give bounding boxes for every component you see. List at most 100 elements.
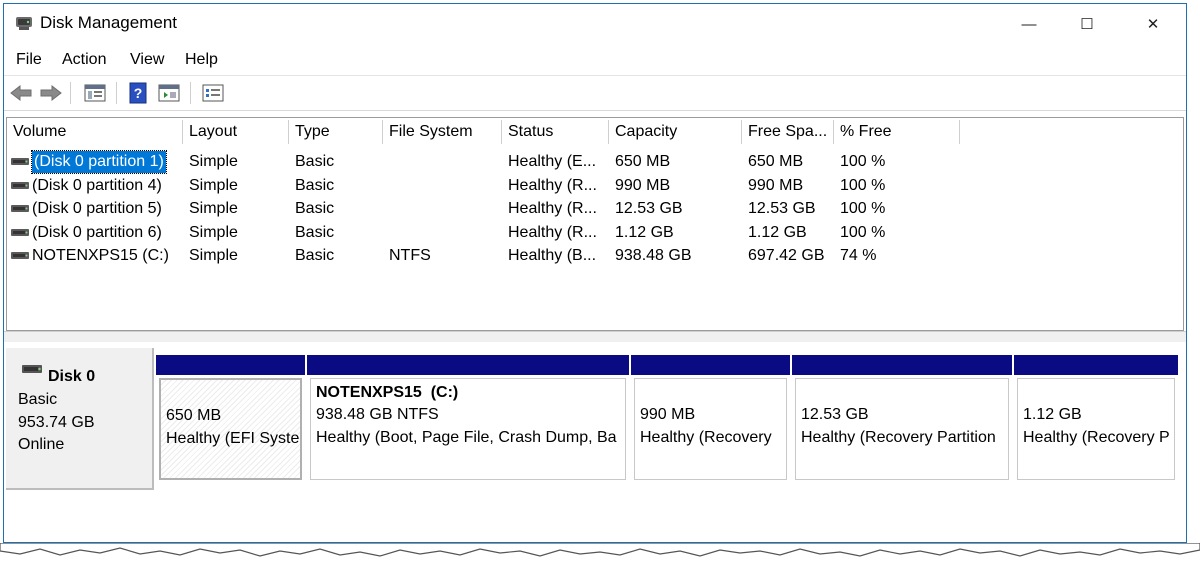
table-row[interactable]: (Disk 0 partition 1) Simple Basic Healthy (…: [7, 150, 1183, 174]
cell-free-space: 697.42 GB: [748, 247, 825, 265]
menu-action[interactable]: Action: [62, 51, 107, 68]
column-header-capacity[interactable]: Capacity: [609, 120, 742, 144]
disk-map-pane: Disk 0 Basic 953.74 GB Online 650 MB Hea…: [4, 342, 1186, 542]
partition-recovery-5[interactable]: 12.53 GB Healthy (Recovery Partition: [792, 355, 1012, 483]
cell-percent-free: 74 %: [840, 247, 877, 265]
help-button[interactable]: ?: [126, 81, 150, 105]
cell-free-space: 650 MB: [748, 153, 804, 170]
partition-body: 650 MB Healthy (EFI Syste: [159, 378, 302, 480]
cell-capacity: 938.48 GB: [615, 247, 692, 265]
table-row[interactable]: (Disk 0 partition 6) Simple Basic Healthy (…: [7, 222, 1183, 244]
volume-list[interactable]: Volume Layout Type File System Status Ca…: [6, 117, 1184, 331]
cell-layout: Simple: [189, 153, 238, 170]
partition-bar: [631, 355, 790, 375]
cell-capacity: 990 MB: [615, 176, 671, 194]
cell-free-space: 990 MB: [748, 176, 804, 194]
disk-icon: [22, 365, 42, 373]
column-header-file-system[interactable]: File System: [383, 120, 502, 144]
cell-layout: Simple: [189, 247, 238, 265]
partition-name: NOTENXPS15 (C:): [316, 384, 459, 401]
partition-body: 12.53 GB Healthy (Recovery Partition: [795, 378, 1009, 480]
table-row[interactable]: (Disk 0 partition 4) Simple Basic Healthy (…: [7, 175, 1183, 197]
partition-bar: [156, 355, 305, 375]
table-row[interactable]: NOTENXPS15 (C:) Simple Basic NTFS Healthy (B…: [7, 245, 1183, 267]
cell-volume: (Disk 0 partition 1): [31, 150, 167, 174]
close-button[interactable]: ✕: [1130, 4, 1176, 44]
partition-status: Healthy (EFI Syste: [166, 430, 300, 447]
disk-type: Basic: [18, 391, 58, 408]
cell-capacity: 12.53 GB: [615, 200, 683, 218]
column-header-type[interactable]: Type: [289, 120, 383, 144]
volume-icon: [11, 228, 29, 236]
partition-recovery-6[interactable]: 1.12 GB Healthy (Recovery P: [1014, 355, 1178, 483]
cell-layout: Simple: [189, 223, 238, 241]
partition-efi[interactable]: 650 MB Healthy (EFI Syste: [156, 355, 305, 483]
table-row[interactable]: (Disk 0 partition 5) Simple Basic Healthy (…: [7, 198, 1183, 220]
disk-name: Disk 0: [48, 368, 96, 385]
cell-status: Healthy (R...: [508, 200, 597, 218]
menu-help[interactable]: Help: [185, 51, 218, 68]
torn-edge-decoration: [0, 543, 1200, 557]
console-button[interactable]: [156, 81, 182, 105]
cell-type: Basic: [295, 153, 335, 170]
column-header-percent-free[interactable]: % Free: [834, 120, 960, 144]
back-icon: [10, 84, 32, 102]
disk-size: 953.74 GB: [18, 414, 95, 431]
maximize-icon: ☐: [1080, 16, 1094, 33]
column-header-status[interactable]: Status: [502, 120, 609, 144]
partition-bar: [792, 355, 1012, 375]
title-bar: Disk Management — ☐ ✕: [4, 4, 1186, 44]
cell-status: Healthy (B...: [508, 247, 597, 265]
partition-bar: [307, 355, 629, 375]
menu-view[interactable]: View: [130, 51, 165, 68]
close-icon: ✕: [1146, 16, 1160, 33]
cell-type: Basic: [295, 176, 335, 194]
volume-icon: [11, 158, 29, 165]
back-button[interactable]: [8, 81, 34, 105]
column-header-layout[interactable]: Layout: [183, 120, 289, 144]
maximize-button[interactable]: ☐: [1064, 4, 1110, 44]
partition-size: 990 MB: [640, 406, 696, 423]
toolbar-separator: [116, 82, 117, 104]
cell-status: Healthy (R...: [508, 176, 597, 194]
settings-button[interactable]: [200, 81, 226, 105]
partition-status: Healthy (Recovery Partition: [801, 429, 996, 446]
partition-status: Healthy (Recovery: [640, 429, 772, 446]
cell-percent-free: 100 %: [840, 200, 886, 218]
volume-icon: [11, 252, 29, 260]
cell-type: Basic: [295, 223, 335, 241]
window-title: Disk Management: [40, 13, 178, 32]
cell-type: Basic: [295, 200, 335, 218]
partition-recovery-4[interactable]: 990 MB Healthy (Recovery: [631, 355, 790, 483]
disk-management-window: Disk Management — ☐ ✕ File Action View H…: [3, 3, 1187, 543]
cell-percent-free: 100 %: [840, 153, 886, 170]
partition-bar: [1014, 355, 1178, 375]
forward-button[interactable]: [38, 81, 64, 105]
cell-volume: NOTENXPS15 (C:): [32, 247, 169, 265]
cell-volume: (Disk 0 partition 5): [32, 200, 162, 218]
partition-status: Healthy (Boot, Page File, Crash Dump, Ba: [316, 429, 617, 446]
minimize-button[interactable]: —: [1006, 4, 1052, 44]
toolbar-separator: [190, 82, 191, 104]
disk-management-app-icon: [16, 17, 32, 30]
toolbar: ?: [4, 76, 1186, 111]
svg-text:?: ?: [134, 85, 143, 101]
forward-icon: [40, 84, 62, 102]
settings-icon: [202, 84, 224, 102]
cell-file-system: NTFS: [389, 247, 431, 265]
column-header-free-space[interactable]: Free Spa...: [742, 120, 834, 144]
partition-status: Healthy (Recovery P: [1023, 429, 1170, 446]
cell-status: Healthy (R...: [508, 223, 597, 241]
menu-bar: File Action View Help: [4, 45, 1186, 76]
cell-layout: Simple: [189, 200, 238, 218]
partition-size: 1.12 GB: [1023, 406, 1082, 423]
disk-0-label[interactable]: Disk 0 Basic 953.74 GB Online: [6, 348, 154, 490]
partition-body: 990 MB Healthy (Recovery: [634, 378, 787, 480]
properties-button[interactable]: [82, 81, 108, 105]
column-header-volume[interactable]: Volume: [7, 120, 183, 144]
partition-c-drive[interactable]: NOTENXPS15 (C:) 938.48 GB NTFS Healthy (…: [307, 355, 629, 483]
console-icon: [158, 84, 180, 102]
partition-size: 650 MB: [166, 407, 222, 424]
toolbar-separator: [70, 82, 71, 104]
menu-file[interactable]: File: [16, 51, 42, 68]
